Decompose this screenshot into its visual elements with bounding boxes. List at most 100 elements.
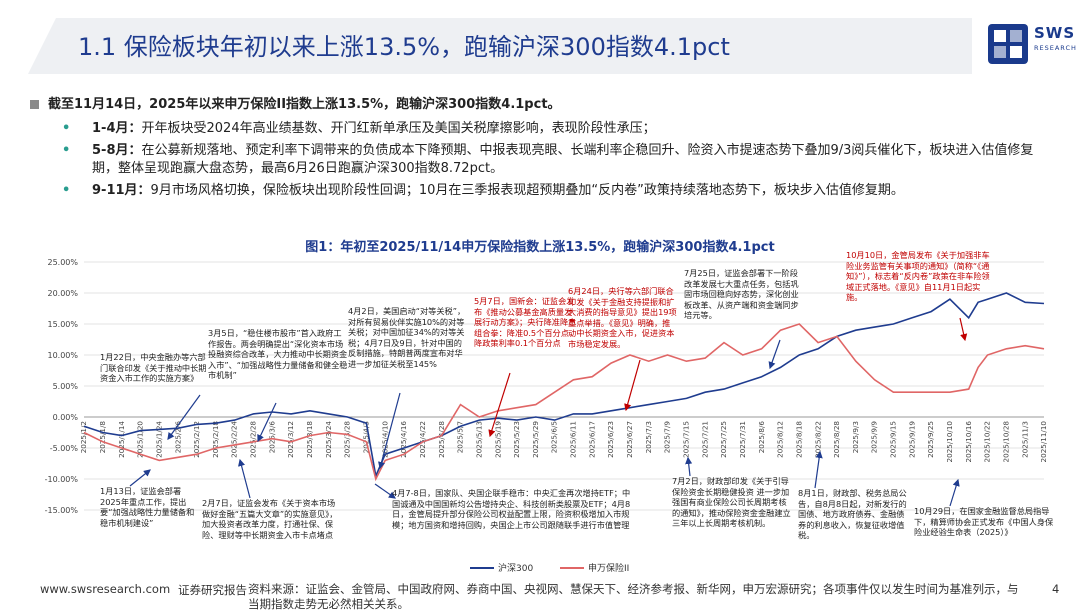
annotation-box: 1月22日，中央金融办等六部门联合印发《关于推动中长期资金入市工作的实施方案》	[100, 352, 207, 384]
x-tick-label: 2025/3/12	[286, 421, 295, 458]
x-tick-label: 2025/3/6	[267, 421, 276, 454]
x-tick-label: 2025/6/11	[569, 421, 578, 458]
x-tick-label: 2025/10/22	[983, 421, 992, 462]
footer: www.swsresearch.com 证券研究报告 资料来源：证监会、金管局、…	[0, 582, 1080, 611]
annotation-text: 1月22日，中央金融办等六部门联合印发《关于推动中长期资金入市工作的实施方案》	[100, 352, 207, 384]
x-tick-label: 2025/8/12	[776, 421, 785, 458]
y-tick-label: 10.00%	[47, 351, 78, 360]
x-tick-label: 2025/1/8	[98, 421, 107, 454]
x-tick-label: 2025/8/6	[757, 421, 766, 454]
x-tick-label: 2025/1/24	[154, 421, 163, 458]
dot-bullet-icon: •	[62, 183, 71, 198]
annotation-arrow	[814, 450, 823, 489]
summary-item-text: 在公募新规落地、预定利率下调带来的负债成本下降预期、中报表现亮眼、长端利率企稳回…	[92, 143, 1034, 176]
annotation-arrow	[768, 339, 781, 370]
annotation-text: 10月29日，在国家金融监督总局指导下，精算师协会正式发布《中国人身保险业经验生…	[914, 506, 1054, 538]
annotation-box: 10月29日，在国家金融监督总局指导下，精算师协会正式发布《中国人身保险业经验生…	[914, 506, 1054, 538]
x-tick-label: 2025/6/27	[625, 421, 634, 458]
x-tick-label: 2025/10/16	[964, 421, 973, 463]
annotation-box: 8月1日，财政部、税务总局公告，自8月8日起，对新发行的国债、地方政府债券、金融…	[798, 488, 907, 541]
x-tick-label: 2025/4/22	[418, 421, 427, 458]
x-tick-label: 2025/3/24	[324, 421, 333, 458]
x-tick-label: 2025/4/3	[362, 421, 371, 453]
page-number: 4	[1052, 582, 1060, 596]
x-tick-label: 2025/7/3	[644, 421, 653, 453]
dot-bullet-icon: •	[62, 143, 71, 158]
x-tick-label: 2025/9/25	[926, 421, 935, 458]
x-tick-label: 2025/6/23	[606, 421, 615, 458]
x-tick-label: 2025/11/3	[1020, 421, 1029, 458]
header: 1.1 保险板块年初以来上涨13.5%，跑输沪深300指数4.1pct SWS …	[0, 0, 1080, 88]
x-tick-label: 2025/4/28	[437, 421, 446, 458]
summary-main: 截至11月14日，2025年以来申万保险II指数上涨13.5%，跑输沪深300指…	[26, 96, 1056, 114]
x-tick-label: 2025/7/31	[738, 421, 747, 458]
annotation-arrow	[374, 483, 396, 499]
chart-legend: 沪深300 申万保险II	[470, 562, 629, 574]
x-tick-label: 2025/8/28	[832, 421, 841, 458]
x-tick-label: 2025/11/10	[1039, 421, 1048, 463]
line-chart: 25.00% 20.00% 15.00% 10.00% 5.00% 0.00% -5.00%…	[45, 250, 1054, 574]
annotation-text: 7月2日，财政部印发《关于引导保险资金长期稳健投资 进一步加强国有商业保险公司长…	[672, 476, 791, 529]
summary-item: • 9-11月：9月市场风格切换，保险板块出现阶段性回调；10月在三季报表现超预…	[26, 182, 1056, 200]
y-tick-label: 0.00%	[53, 413, 79, 422]
annotation-arrow	[949, 478, 960, 507]
summary-item-label: 9-11月：	[92, 183, 151, 198]
annotation-box: 4月7-8日，国家队、央国企联手稳市：中央汇金再次增持ETF；中国诚通及中国国新…	[392, 488, 630, 530]
x-tick-label: 2025/1/20	[136, 421, 145, 458]
annotation-text: 2月7日，证监会发布《关于资本市场做好金融“五篇大文章”的实施意见》，加大投资者…	[202, 498, 338, 540]
x-tick-label: 2025/8/18	[794, 421, 803, 458]
x-tick-label: 2025/9/15	[889, 421, 898, 458]
x-tick-label: 2025/2/28	[249, 421, 258, 458]
summary-main-text: 截至11月14日，2025年以来申万保险II指数上涨13.5%，跑输沪深300指…	[48, 97, 561, 112]
x-tick-label: 2025/2/12	[192, 421, 201, 458]
logo-name: SWS	[1034, 24, 1076, 42]
x-tick-label: 2025/9/19	[907, 421, 916, 458]
x-tick-label: 2025/1/2	[79, 421, 88, 453]
x-tick-label: 2025/10/28	[1002, 421, 1011, 463]
x-tick-label: 2025/4/10	[380, 421, 389, 458]
annotation-arrow	[624, 359, 641, 412]
footer-url[interactable]: www.swsresearch.com	[40, 582, 171, 596]
annotation-arrow	[378, 392, 401, 470]
annotation-text: 8月1日，财政部、税务总局公告，自8月8日起，对新发行的国债、地方政府债券、金融…	[798, 488, 907, 541]
annotation-box: 6月24日，央行等六部门联合印发《关于金融支持提振和扩大消费的指导意见》提出19…	[568, 286, 677, 349]
x-tick-label: 2025/5/29	[531, 421, 540, 458]
annotation-arrow	[257, 402, 277, 443]
x-tick-label: 2025/6/5	[550, 421, 559, 453]
y-tick-label: 25.00%	[47, 258, 78, 267]
y-tick-label: 20.00%	[47, 289, 78, 298]
x-tick-label: 2025/5/13	[474, 421, 483, 458]
annotation-box: 1月13日，证监会部署2025年重点工作，提出要“加强战略性力量储备和稳市机制建…	[100, 486, 194, 528]
x-tick-label: 2025/2/24	[230, 421, 239, 458]
annotation-text: 6月24日，央行等六部门联合印发《关于金融支持提振和扩大消费的指导意见》提出19…	[568, 286, 677, 349]
logo-sub: RESEARCH	[1034, 44, 1077, 52]
summary-item-text: 开年板块受2024年高业绩基数、开门红新单承压及美国关税摩擦影响，表现阶段性承压…	[141, 121, 656, 136]
page-title: 1.1 保险板块年初以来上涨13.5%，跑输沪深300指数4.1pct	[78, 33, 730, 61]
x-tick-label: 2025/9/9	[870, 421, 879, 454]
annotation-text: 3月5日，“稳住楼市股市”首入政府工作报告。两会明确提出“深化资本市场投融资综合…	[208, 328, 348, 381]
square-bullet-icon	[30, 100, 39, 109]
annotation-text: 4月2日，美国启动“对等关税”，对所有贸易伙伴实施10%的对等关税；对中国加征3…	[348, 306, 466, 369]
annotation-text: 10月10日，金管局发布《关于加强非车险业务监管有关事项的通知》（简称“《通知》…	[846, 250, 990, 303]
figure-title: 图1：年初至2025/11/14申万保险指数上涨13.5%，跑输沪深300指数4…	[305, 240, 775, 255]
annotation-box: 10月10日，金管局发布《关于加强非车险业务监管有关事项的通知》（简称“《通知》…	[846, 250, 990, 303]
x-tick-label: 2025/3/28	[343, 421, 352, 458]
x-tick-label: 2025/1/14	[117, 421, 126, 458]
sws-square-logo-icon	[988, 24, 1028, 64]
footer-report-type: 证券研究报告	[178, 583, 247, 597]
annotation-arrow	[238, 458, 251, 499]
legend-label: 申万保险II	[588, 562, 629, 574]
title-banner	[28, 18, 972, 74]
annotation-arrow	[129, 469, 151, 487]
annotation-arrow	[959, 317, 968, 342]
y-tick-label: -5.00%	[50, 444, 79, 453]
annotation-box: 7月25日，证监会部署下一阶段改革发展七大重点任务，包括巩固市场回稳向好态势，深…	[684, 268, 799, 320]
dot-bullet-icon: •	[62, 121, 71, 136]
x-tick-label: 2025/8/22	[813, 421, 822, 458]
annotation-box: 7月2日，财政部印发《关于引导保险资金长期稳健投资 进一步加强国有商业保险公司长…	[672, 476, 791, 529]
annotation-text: 5月7日，国新会：证监会发布《推动公募基金高质量发展行动方案》；央行降准降息组合…	[474, 296, 578, 349]
x-tick-label: 2025/3/18	[305, 421, 314, 458]
annotation-box: 4月2日，美国启动“对等关税”，对所有贸易伙伴实施10%的对等关税；对中国加征3…	[348, 306, 466, 369]
y-tick-label: -10.00%	[45, 475, 79, 484]
x-tick-label: 2025/2/6	[173, 421, 182, 454]
